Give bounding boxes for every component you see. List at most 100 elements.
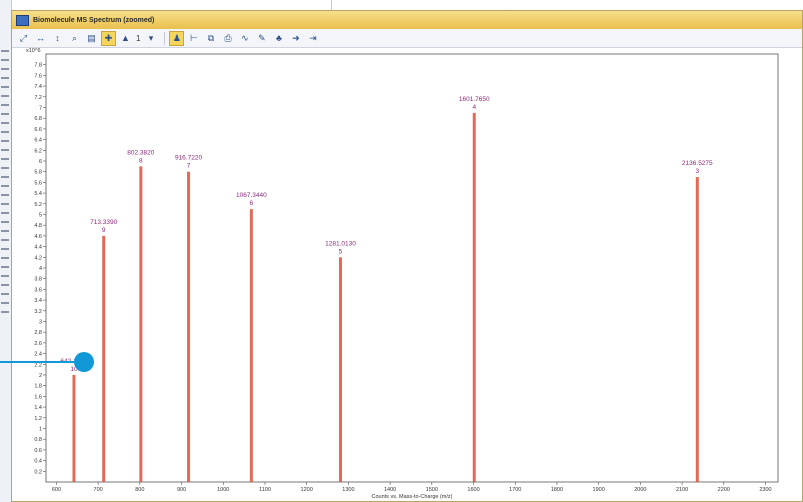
peak-mz-label: 1601.7650 xyxy=(459,96,490,103)
peak-bar xyxy=(695,177,699,483)
dropdown-icon[interactable]: ▾ xyxy=(148,32,154,43)
side-panel-row-marker xyxy=(1,239,9,241)
side-panel-row-marker xyxy=(1,77,9,79)
y-tick-label: 0.2 xyxy=(34,469,42,475)
side-panel-row-marker xyxy=(1,275,9,277)
plot-area xyxy=(45,53,779,483)
print-icon[interactable]: ⎙ xyxy=(224,32,232,43)
peak-charge-label: 5 xyxy=(339,248,343,255)
side-panel-row-marker xyxy=(1,185,9,187)
y-tick-label: 6.4 xyxy=(34,138,42,144)
peak-charge-label: 10 xyxy=(70,366,78,373)
arrow-icon[interactable]: ➜ xyxy=(292,32,300,43)
y-tick-label: 5 xyxy=(39,213,42,219)
peak-bar xyxy=(139,166,143,482)
x-tick-label: 600 xyxy=(52,487,61,493)
side-panel-row-marker xyxy=(1,302,9,304)
toolbar: ⤢ ↔ ↕ ⌕ ▤ ✚ ▲ 1 ▾ ♟ ⊢ ⧉ ⎙ ∿ ✎ ♣ ➜ ⇥ xyxy=(12,29,802,48)
x-zoom-icon[interactable]: ↔ xyxy=(36,33,45,43)
x-tick-label: 700 xyxy=(94,487,103,493)
y-tick-label: 1 xyxy=(39,427,42,433)
peak-label-icon[interactable]: ✚ xyxy=(101,30,116,46)
peak-mz-label: 802.3820 xyxy=(127,149,154,156)
y-tick-label: 1.4 xyxy=(34,405,42,411)
peak-mz-label: 1067.3440 xyxy=(236,192,267,199)
peak-bar xyxy=(72,375,76,482)
side-panel-row-marker xyxy=(1,113,9,115)
spectrum-window-icon xyxy=(16,14,29,26)
toolbar-separator xyxy=(164,31,166,45)
y-tick-label: 1.2 xyxy=(34,416,42,422)
y-tick-label: 0.4 xyxy=(34,459,42,465)
y-tick-label: 2.2 xyxy=(34,362,42,368)
peak-bar xyxy=(187,171,191,482)
edit-icon[interactable]: ✎ xyxy=(258,32,266,43)
side-panel-row-marker xyxy=(1,104,9,106)
y-tick-label: 6.6 xyxy=(34,127,42,133)
magnify-icon[interactable]: ⌕ xyxy=(71,32,78,43)
x-axis-label: Counts vs. Mass-to-Charge (m/z) xyxy=(372,494,453,500)
autoscale-icon[interactable]: ⤢ xyxy=(19,32,28,43)
peak-mz-label: 916.7220 xyxy=(175,155,202,162)
x-tick-label: 1200 xyxy=(301,487,313,493)
peak-mz-label: 713.3390 xyxy=(90,219,117,226)
side-panel-row-marker xyxy=(1,158,9,160)
x-tick-label: 1700 xyxy=(509,487,521,493)
side-panel-row-marker xyxy=(1,86,9,88)
x-tick-label: 1400 xyxy=(384,487,396,493)
y-tick-label: 5.4 xyxy=(34,191,42,197)
y-tick-label: 4.6 xyxy=(34,234,42,240)
y-tick-label: 0.6 xyxy=(34,448,42,454)
side-panel-row-marker xyxy=(1,68,9,70)
y-tick-label: 4 xyxy=(39,266,42,272)
y-tick-label: 4.8 xyxy=(34,223,42,229)
person-icon[interactable]: ♟ xyxy=(169,30,185,46)
peak-charge-label: 6 xyxy=(250,200,254,207)
y-tick-label: 5.2 xyxy=(34,202,42,208)
callout-line xyxy=(0,361,76,363)
side-panel-row-marker xyxy=(1,176,9,178)
y-tick-label: 1.8 xyxy=(34,384,42,390)
y-tick-label: 3.2 xyxy=(34,309,42,315)
y-tick-label: 2.8 xyxy=(34,330,42,336)
export-icon[interactable]: ⇥ xyxy=(309,32,317,43)
x-tick-label: 2100 xyxy=(676,487,688,493)
overlay-count: 1 xyxy=(136,33,141,43)
window-title: Biomolecule MS Spectrum (zoomed) xyxy=(33,16,155,24)
range-icon[interactable]: ⊢ xyxy=(190,32,198,43)
peak-bar xyxy=(472,112,476,482)
y-tick-label: 0.8 xyxy=(34,437,42,443)
x-tick-label: 1600 xyxy=(467,487,479,493)
y-zoom-icon[interactable]: ↕ xyxy=(55,33,60,43)
table-icon[interactable]: ▤ xyxy=(87,32,96,43)
side-panel-row-marker xyxy=(1,95,9,97)
integrate-icon[interactable]: ∿ xyxy=(241,32,249,43)
x-tick-label: 1300 xyxy=(342,487,354,493)
peak-bar xyxy=(249,209,253,482)
y-tick-label: 5.6 xyxy=(34,180,42,186)
side-panel-row-marker xyxy=(1,50,9,52)
x-tick-label: 900 xyxy=(177,487,186,493)
copy-icon[interactable]: ⧉ xyxy=(207,32,215,43)
side-panel-row-marker xyxy=(1,257,9,259)
side-panel-row-marker xyxy=(1,284,9,286)
overlay-icon[interactable]: ▲ xyxy=(121,33,130,43)
side-panel-row-marker xyxy=(1,248,9,250)
peak-bar xyxy=(102,235,106,482)
peak-charge-label: 9 xyxy=(102,227,106,234)
y-tick-label: 4.4 xyxy=(34,245,42,251)
x-tick-label: 1800 xyxy=(551,487,563,493)
y-tick-label: 6.8 xyxy=(34,116,42,122)
y-tick-label: 3.8 xyxy=(34,277,42,283)
y-tick-label: 7 xyxy=(39,106,42,112)
y-tick-label: 7.2 xyxy=(34,95,42,101)
side-panel-row-marker xyxy=(1,167,9,169)
side-panel-row-marker xyxy=(1,131,9,133)
tree-icon[interactable]: ♣ xyxy=(276,33,282,43)
peak-charge-label: 3 xyxy=(695,168,699,175)
background-divider xyxy=(331,0,332,10)
y-tick-label: 3.6 xyxy=(34,287,42,293)
callout-marker xyxy=(74,352,94,372)
peak-charge-label: 8 xyxy=(139,157,143,164)
